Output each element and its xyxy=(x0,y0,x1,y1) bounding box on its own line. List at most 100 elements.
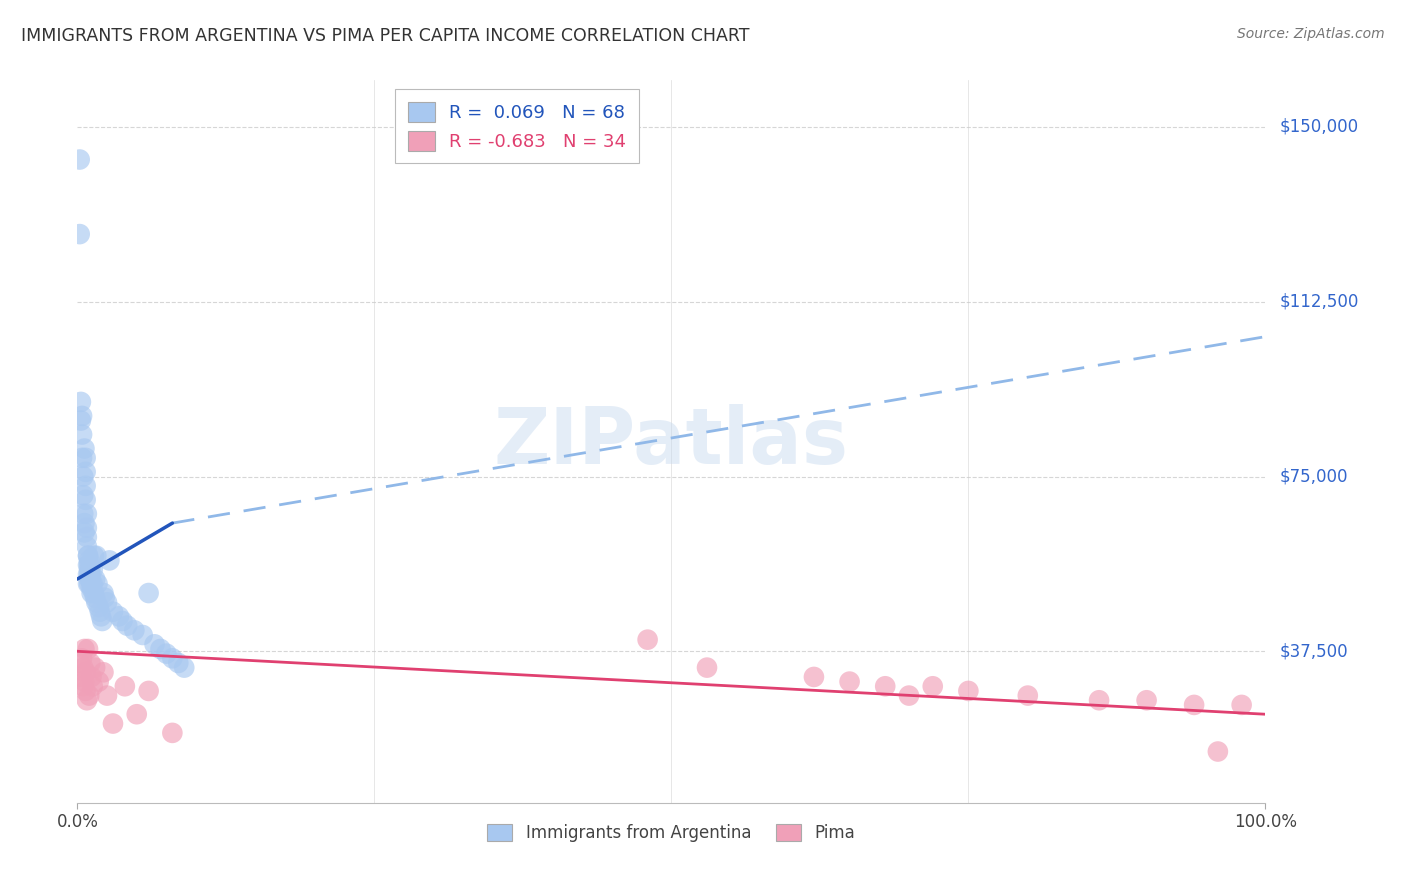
Text: $75,000: $75,000 xyxy=(1279,467,1348,485)
Point xyxy=(70,670,93,684)
Point xyxy=(79,567,101,582)
Point xyxy=(69,227,91,241)
Point xyxy=(75,479,97,493)
Point xyxy=(84,591,107,605)
Point xyxy=(77,689,100,703)
Point xyxy=(77,567,100,582)
Point xyxy=(83,586,105,600)
Point xyxy=(1088,693,1111,707)
Point xyxy=(77,563,100,577)
Point xyxy=(111,614,134,628)
Text: $150,000: $150,000 xyxy=(1279,118,1358,136)
Point xyxy=(114,679,136,693)
Point xyxy=(1017,689,1039,703)
Point xyxy=(80,670,103,684)
Point xyxy=(72,469,94,483)
Point xyxy=(77,576,100,591)
Point xyxy=(143,637,166,651)
Point xyxy=(75,684,97,698)
Point xyxy=(75,465,97,479)
Point xyxy=(82,576,104,591)
Point xyxy=(162,651,184,665)
Point xyxy=(75,492,97,507)
Point xyxy=(1136,693,1159,707)
Point xyxy=(91,614,114,628)
Point xyxy=(70,450,93,465)
Point xyxy=(124,624,146,638)
Point xyxy=(838,674,860,689)
Point xyxy=(173,660,195,674)
Point xyxy=(79,656,101,670)
Point xyxy=(75,450,97,465)
Point xyxy=(167,656,190,670)
Point xyxy=(93,665,115,680)
Point xyxy=(138,586,160,600)
Point xyxy=(70,395,93,409)
Point xyxy=(77,558,100,572)
Text: $37,500: $37,500 xyxy=(1279,642,1348,660)
Point xyxy=(73,674,96,689)
Point xyxy=(101,605,124,619)
Point xyxy=(76,521,98,535)
Point xyxy=(921,679,943,693)
Point xyxy=(77,572,100,586)
Point xyxy=(898,689,921,703)
Point xyxy=(70,651,93,665)
Point xyxy=(73,525,96,540)
Point xyxy=(115,618,138,632)
Point xyxy=(72,488,94,502)
Point xyxy=(162,726,184,740)
Point xyxy=(155,647,177,661)
Point xyxy=(86,595,108,609)
Text: $112,500: $112,500 xyxy=(1279,293,1358,310)
Point xyxy=(80,576,103,591)
Point xyxy=(83,549,105,563)
Point xyxy=(125,707,148,722)
Point xyxy=(73,516,96,530)
Point xyxy=(138,684,160,698)
Point xyxy=(79,563,101,577)
Point xyxy=(696,660,718,674)
Point xyxy=(80,582,103,596)
Point xyxy=(86,576,108,591)
Point xyxy=(70,427,93,442)
Point xyxy=(1230,698,1253,712)
Point xyxy=(84,572,107,586)
Point xyxy=(77,549,100,563)
Point xyxy=(70,409,93,423)
Text: IMMIGRANTS FROM ARGENTINA VS PIMA PER CAPITA INCOME CORRELATION CHART: IMMIGRANTS FROM ARGENTINA VS PIMA PER CA… xyxy=(21,27,749,45)
Point xyxy=(77,576,100,591)
Point xyxy=(73,442,96,456)
Point xyxy=(69,656,91,670)
Point xyxy=(80,586,103,600)
Point xyxy=(72,507,94,521)
Point xyxy=(131,628,153,642)
Point xyxy=(76,530,98,544)
Point xyxy=(98,553,121,567)
Point xyxy=(96,595,118,609)
Point xyxy=(75,665,97,680)
Point xyxy=(101,716,124,731)
Point xyxy=(77,553,100,567)
Point xyxy=(82,563,104,577)
Point xyxy=(875,679,897,693)
Point xyxy=(82,679,104,693)
Text: ZIPatlas: ZIPatlas xyxy=(494,403,849,480)
Point xyxy=(1182,698,1205,712)
Point xyxy=(108,609,131,624)
Point xyxy=(957,684,980,698)
Point xyxy=(86,549,108,563)
Point xyxy=(90,609,112,624)
Point xyxy=(803,670,825,684)
Point xyxy=(76,693,98,707)
Point xyxy=(89,605,111,619)
Point xyxy=(93,586,115,600)
Text: Source: ZipAtlas.com: Source: ZipAtlas.com xyxy=(1237,27,1385,41)
Legend: Immigrants from Argentina, Pima: Immigrants from Argentina, Pima xyxy=(481,817,862,848)
Point xyxy=(84,660,107,674)
Point xyxy=(70,413,93,427)
Point xyxy=(93,591,115,605)
Point xyxy=(637,632,659,647)
Point xyxy=(69,153,91,167)
Point xyxy=(87,600,110,615)
